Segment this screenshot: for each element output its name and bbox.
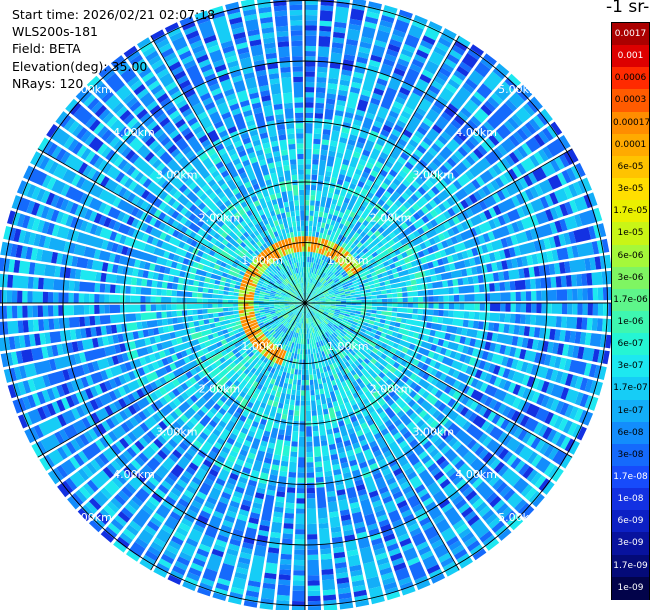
field-text: Field: BETA <box>12 41 81 57</box>
colorbar-cell: 6e-06 <box>612 244 649 268</box>
colorbar-cell: 0.0006 <box>612 67 649 91</box>
colorbar-tick-label: 3e-09 <box>617 538 644 549</box>
colorbar-tick-label: 0.0006 <box>614 73 647 84</box>
colorbar-cell: 1e-05 <box>612 222 649 246</box>
range-ring-grid <box>0 0 614 610</box>
colorbar-tick-label: 6e-07 <box>617 339 644 350</box>
colorbar-tick-label: 0.0003 <box>614 95 647 106</box>
colorbar-cell: 3e-07 <box>612 355 649 378</box>
colorbar-cell: 1.7e-07 <box>612 377 649 401</box>
range-label: 4.00km <box>455 126 497 139</box>
colorbar-cell: 1.7e-06 <box>612 288 649 312</box>
azimuth-spoke <box>37 148 306 304</box>
colorbar-tick-label: 0.0017 <box>614 29 647 39</box>
colorbar-cell: 0.00017 <box>612 111 650 135</box>
range-label: 3.00km <box>413 425 455 438</box>
start-time-text: Start time: 2026/02/21 02:07:18 <box>12 7 216 22</box>
ppi-gate-group <box>3 0 609 610</box>
colorbar-tick-label: 0.00017 <box>613 117 650 128</box>
range-label: 5.00km <box>70 511 112 524</box>
elevation-text: Elevation(deg): 35.00 <box>12 58 148 74</box>
range-label: 2.00km <box>370 211 412 224</box>
colorbar-cell: 3e-08 <box>612 443 649 467</box>
colorbar-cell: 1e-09 <box>612 576 649 600</box>
colorbar-cell: 0.0003 <box>612 89 649 113</box>
range-label: 4.00km <box>113 126 155 139</box>
azimuth-spoke <box>304 35 460 304</box>
range-label: 4.00km <box>113 468 155 481</box>
range-label: 1.00km <box>241 254 283 267</box>
colorbar-tick-label: 6e-09 <box>617 516 644 527</box>
colorbar-tick-label: 6e-05 <box>617 161 644 172</box>
ppi-gate-group <box>0 1 614 608</box>
colorbar-tick-label: 1e-07 <box>617 405 644 416</box>
colorbar-cell: 1e-07 <box>612 399 649 423</box>
colorbar-tick-label: 0.001 <box>617 51 644 62</box>
ppi-gate-group <box>0 0 607 610</box>
range-label: 1.00km <box>327 340 369 353</box>
range-label: 2.00km <box>199 211 241 224</box>
colorbar-tick-label: 0.0001 <box>614 139 647 150</box>
colorbar-tick-label: 1e-08 <box>617 494 644 505</box>
colorbar-cell: 0.001 <box>612 45 649 68</box>
range-label: 3.00km <box>156 425 198 438</box>
colorbar-cell: 0.0001 <box>612 133 649 157</box>
instrument-text: WLS200s-181 <box>12 24 98 40</box>
colorbar-cell: 6e-05 <box>612 155 649 179</box>
colorbar-title: -1 sr- <box>606 0 650 17</box>
colorbar-cell: 6e-09 <box>612 510 649 534</box>
colorbar-tick-label: 3e-06 <box>617 272 644 283</box>
colorbar-tick-label: 1e-05 <box>617 228 644 239</box>
colorbar-cell: 6e-08 <box>612 421 649 445</box>
colorbar-tick-label: 1.7e-05 <box>613 206 648 217</box>
colorbar-tick-label: 1.7e-09 <box>613 560 648 571</box>
colorbar-cell: 0.0017 <box>612 23 649 46</box>
azimuth-spoke <box>150 35 306 304</box>
ppi-gate-group <box>277 273 336 334</box>
azimuth-spoke <box>37 302 306 458</box>
azimuth-spoke <box>150 302 306 571</box>
range-label: 5.00km <box>498 83 540 96</box>
range-label: 1.00km <box>327 254 369 267</box>
colorbar-tick-label: 1.7e-08 <box>613 472 648 482</box>
range-label: 3.00km <box>156 169 198 182</box>
azimuth-spoke <box>304 148 573 304</box>
range-label: 2.00km <box>370 383 412 396</box>
range-label: 5.00km <box>498 511 540 524</box>
scan-info-panel: Start time: 2026/02/21 02:07:18 WLS200s-… <box>12 6 215 92</box>
azimuth-spoke <box>304 302 573 458</box>
colorbar-cell: 1e-06 <box>612 310 649 334</box>
range-label: 1.00km <box>241 340 283 353</box>
colorbar-tick-label: 1e-06 <box>617 316 644 327</box>
colorbar-tick-label: 1.7e-06 <box>613 294 648 305</box>
colorbar-cell: 1.7e-09 <box>612 554 649 578</box>
range-label: 4.00km <box>455 468 497 481</box>
colorbar-cell: 3e-05 <box>612 178 649 201</box>
colorbar-cell: 1.7e-08 <box>612 466 649 489</box>
colorbar-tick-label: 1e-09 <box>617 582 644 593</box>
colorbar: 0.0017 0.001 0.0006 0.0003 0.00017 0.0001 6e-0… <box>611 22 650 600</box>
colorbar-tick-label: 6e-06 <box>617 250 644 261</box>
colorbar-tick-label: 6e-08 <box>617 427 644 438</box>
nrays-text: NRays: 120 <box>12 75 84 91</box>
colorbar-cell: 3e-06 <box>612 266 649 290</box>
range-labels: 1.00km 1.00km 1.00km 1.00km 2.00km 2.00km 2.00… <box>70 83 539 524</box>
range-label: 3.00km <box>413 169 455 182</box>
colorbar-tick-label: 3e-08 <box>617 449 644 460</box>
azimuth-spoke <box>304 302 460 571</box>
colorbar-tick-label: 3e-05 <box>617 184 644 195</box>
range-label: 2.00km <box>199 383 241 396</box>
colorbar-tick-label: 3e-07 <box>617 361 644 372</box>
colorbar-tick-label: 1.7e-07 <box>613 383 648 394</box>
colorbar-cell: 1.7e-05 <box>612 200 649 223</box>
colorbar-cell: 3e-09 <box>612 532 649 556</box>
colorbar-cell: 6e-07 <box>612 333 649 356</box>
colorbar-cell: 1e-08 <box>612 488 649 511</box>
range-label: 5.00km <box>70 83 112 96</box>
